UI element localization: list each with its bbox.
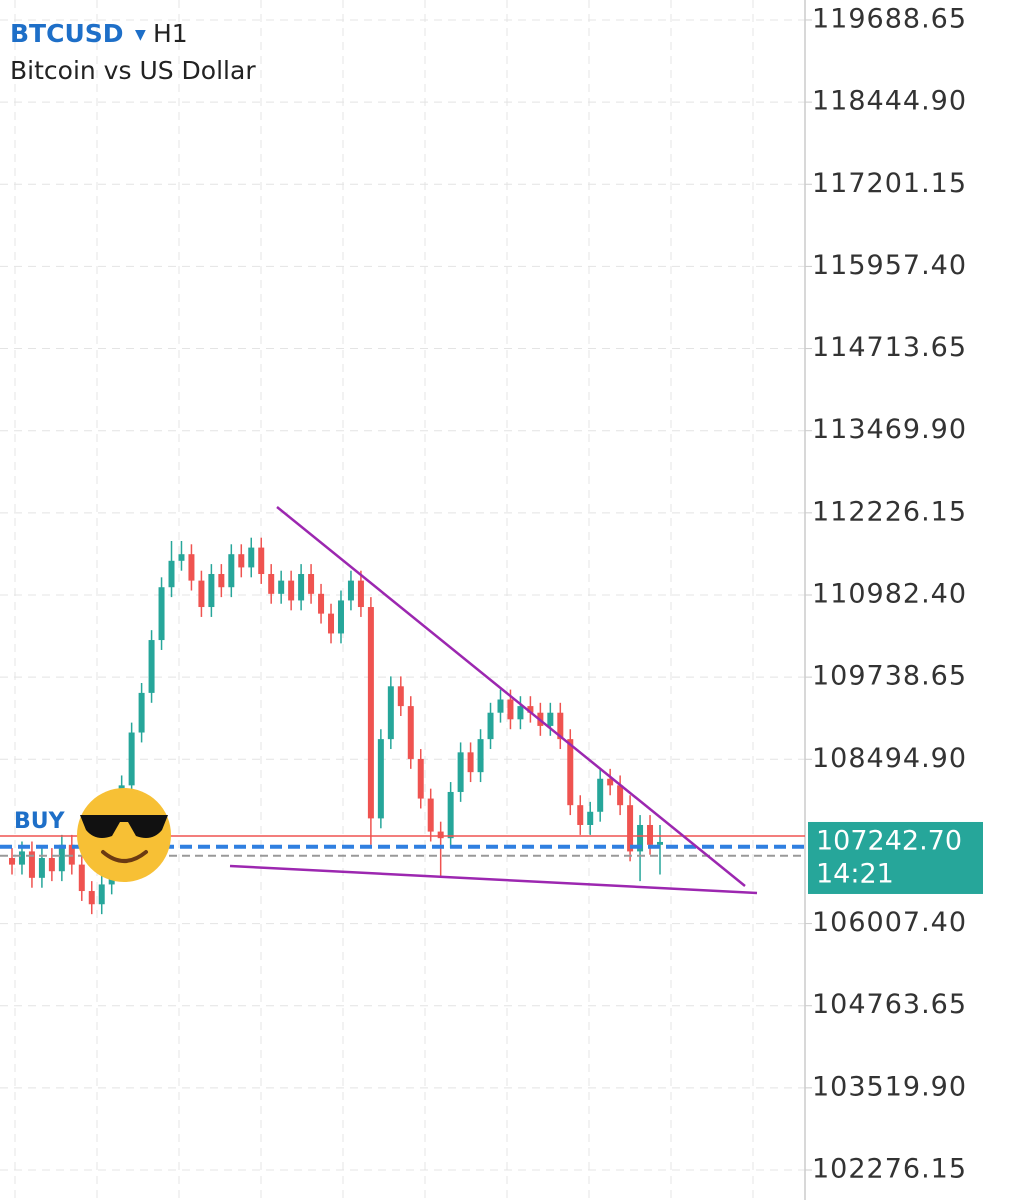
candle-body [58,844,65,872]
timeframe[interactable]: H1 [153,19,188,48]
candle-body [228,554,235,588]
candle-body [607,778,614,786]
candle-body [9,858,15,865]
candle-body [288,580,295,601]
trendline-upper [276,506,746,887]
candle-body [597,778,604,812]
candle-body [447,791,454,839]
candle-body [527,706,534,713]
current-price-label: 107242.70 [816,825,962,856]
price-axis: 119688.65 118444.90 117201.15 115957.40 1147… [805,3,967,1185]
candle-body [577,805,584,825]
candle-body [68,844,75,865]
candle-body [178,554,185,561]
candle-body [148,640,155,693]
candle-body [427,798,434,832]
candle-body [407,706,414,759]
candle-body [18,851,25,865]
grid [0,0,805,1200]
y-tick-label: 112226.15 [812,496,967,527]
emoji [77,788,171,882]
order-label: BUY [14,809,66,834]
candle-body [198,580,205,608]
candle-body [357,580,364,608]
current-price-box [808,821,983,894]
candle-body [627,805,634,852]
y-tick-label: 104763.65 [812,989,967,1020]
candle-body [318,593,325,614]
candle-body [397,686,404,707]
candle-body [78,864,85,892]
trendline-lower [229,864,758,895]
candle-body [238,554,245,568]
candle-body [497,699,504,713]
candle-body [567,739,574,806]
candle-body [487,712,494,740]
candle-body [557,712,564,740]
candle-body [138,692,145,733]
y-tick-label: 119688.65 [812,3,967,34]
candle-body [387,686,394,740]
candle-body [367,607,374,819]
candle-body [188,554,195,581]
candle-body [88,891,95,905]
candle-body [98,884,105,905]
candle-body [347,580,354,601]
candle-body [477,739,484,773]
candle-body [417,758,424,799]
y-tick-label: 114713.65 [812,332,967,363]
candle-body [587,811,594,825]
y-tick-label: 106007.40 [812,907,967,938]
symbol-dropdown[interactable]: ▼ [135,27,146,43]
candle-body [507,699,514,720]
candle-body [268,574,275,594]
candle-body [337,600,344,634]
candle-body [128,732,135,786]
y-tick-label: 109738.65 [812,661,967,692]
candle-body [617,785,624,806]
candle-body [218,574,225,588]
candle-body [298,574,305,601]
candle-body [377,739,384,819]
candle-body [647,824,654,845]
candle-body [547,712,554,726]
emoji-face [77,788,171,882]
candle-body [328,613,335,634]
candle-body [38,858,45,878]
candle-body [308,574,315,594]
y-tick-label: 108494.90 [812,743,967,774]
candle-body [637,824,644,852]
y-tick-label: 110982.40 [812,578,967,609]
candle-body [657,841,663,845]
candle-body [158,587,165,641]
candle-body [208,574,215,608]
candle-body [467,752,474,773]
candle-body [248,547,255,568]
symbol[interactable]: BTCUSD [10,19,124,48]
candle-body [28,851,35,878]
candle-body [517,706,524,720]
y-tick-label: 102276.15 [812,1154,967,1185]
emoji-glasses [80,815,168,838]
emoji-smile [101,850,148,863]
candle-body [437,831,444,839]
candle-body [258,547,265,575]
candle-body [457,752,464,792]
y-tick-label: 117201.15 [812,168,967,199]
y-tick-label: 115957.40 [812,250,967,281]
candle-body [278,580,285,594]
countdown: 14:21 [816,858,894,889]
y-tick-label: 103519.90 [812,1071,967,1102]
y-tick-label: 113469.90 [812,414,967,445]
y-tick-label: 118444.90 [812,86,967,117]
subtitle: Bitcoin vs US Dollar [10,56,256,85]
candle-body [48,858,55,872]
candle-body [168,560,175,588]
